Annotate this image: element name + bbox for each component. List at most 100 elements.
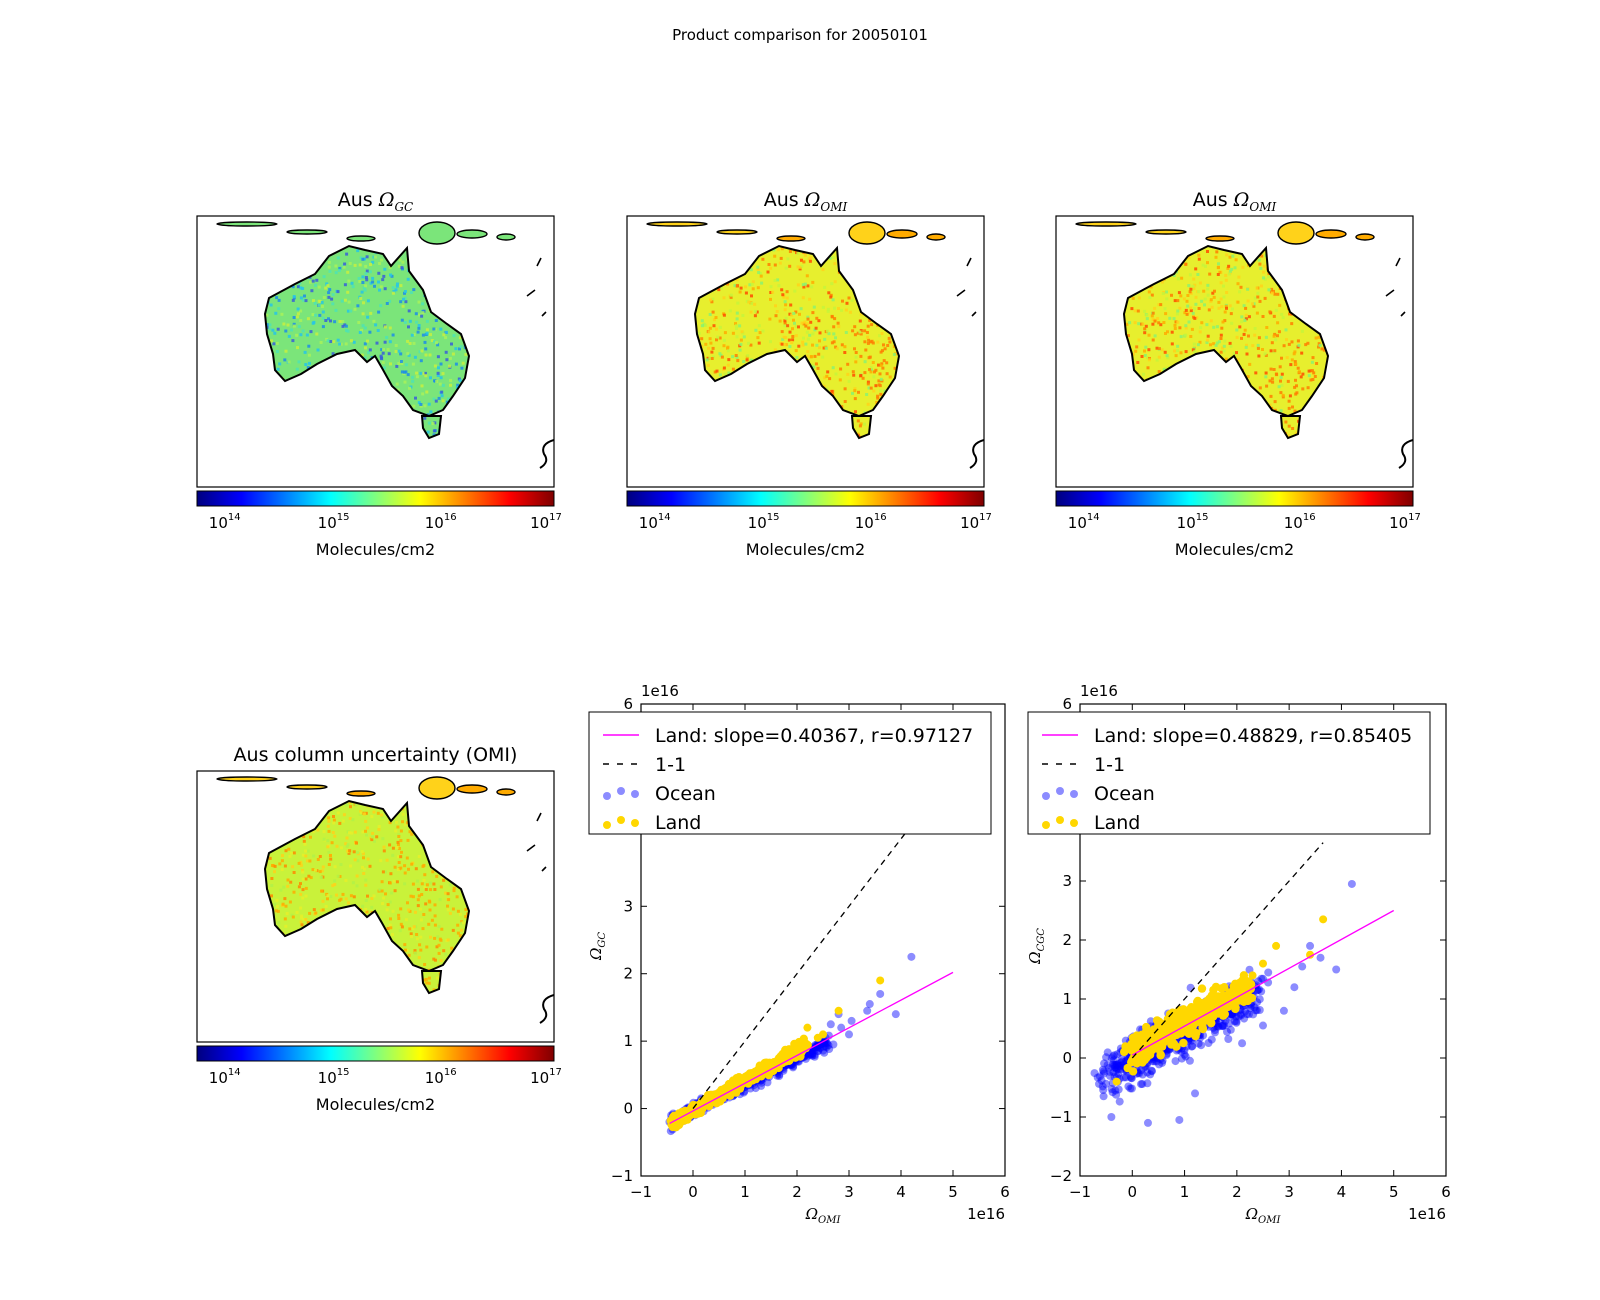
land-speckle (722, 344, 726, 348)
land-speckle (277, 921, 281, 925)
map-title-subscript: GC (394, 200, 413, 214)
land-speckle (433, 936, 437, 940)
land-speckle (1222, 349, 1226, 353)
land-speckle (1206, 338, 1209, 342)
land-speckle (405, 856, 409, 860)
land-speckle (304, 918, 308, 921)
land-speckle (288, 854, 292, 858)
land-speckle (877, 363, 880, 367)
ocean-point (1152, 1057, 1161, 1066)
map-frame (196, 215, 555, 488)
land-speckle (275, 905, 279, 908)
land-speckle (1176, 349, 1179, 352)
land-speckle (425, 319, 429, 323)
land-speckle (358, 331, 362, 334)
land-speckle (1216, 273, 1220, 276)
land-speckle (786, 324, 790, 328)
land-speckle (280, 868, 284, 872)
land-speckle (806, 337, 810, 341)
land-speckle (719, 286, 723, 290)
land-speckle (870, 339, 874, 343)
land-speckle (413, 910, 417, 914)
land-speckle (400, 925, 404, 929)
land-speckle (410, 333, 414, 337)
land-point (803, 1023, 812, 1032)
land-speckle (799, 307, 803, 311)
land-speckle (850, 298, 854, 302)
land-speckle (427, 421, 431, 425)
land-speckle (1164, 312, 1168, 316)
land-speckle (1281, 316, 1285, 320)
land-speckle (1211, 291, 1215, 295)
ocean-point (1219, 1021, 1227, 1030)
land-speckle (273, 331, 277, 335)
land-speckle (1272, 334, 1276, 338)
y-offset-label: 1e16 (641, 682, 679, 700)
land-speckle (292, 871, 296, 874)
colorbar-tick-base: 10 (530, 1069, 549, 1087)
land-speckle (358, 279, 362, 283)
land-speckle (1229, 344, 1233, 348)
land-speckle (346, 849, 350, 853)
land-speckle (734, 324, 738, 328)
land-speckle (319, 908, 323, 912)
land-speckle (821, 305, 825, 309)
land-speckle (811, 280, 815, 284)
land-speckle (1203, 303, 1206, 307)
land-speckle (802, 285, 806, 289)
land-speckle (806, 322, 810, 326)
land-speckle (297, 861, 301, 865)
land-speckle (727, 371, 731, 375)
land-speckle (448, 911, 452, 915)
y-axis-label: ΩGC (587, 932, 608, 961)
land-speckle (1280, 372, 1284, 376)
ocean-point (1150, 1057, 1159, 1066)
land-speckle (375, 835, 379, 839)
land-speckle (422, 878, 426, 882)
land-speckle (718, 373, 722, 377)
land-speckle (292, 322, 296, 326)
land-speckle (391, 853, 395, 857)
land-speckle (800, 264, 804, 268)
colorbar-tick-label: 1015 (318, 1067, 350, 1087)
land-speckle (309, 280, 312, 284)
land-speckle (428, 353, 432, 357)
land-speckle (1219, 337, 1223, 340)
land-speckle (1206, 334, 1210, 338)
land-speckle (346, 309, 350, 313)
land-speckle (1235, 328, 1239, 332)
land-speckle (828, 256, 832, 260)
land-speckle (327, 829, 331, 833)
land-speckle (853, 389, 857, 393)
land-speckle (1209, 343, 1212, 347)
land-speckle (295, 911, 299, 914)
land-speckle (812, 365, 816, 369)
land-speckle (436, 371, 440, 375)
land-speckle (801, 340, 805, 344)
land-speckle (1277, 330, 1281, 334)
land-speckle (1157, 303, 1161, 307)
ocean-point (757, 1081, 766, 1090)
land-speckle (311, 868, 315, 872)
land-speckle (846, 362, 850, 366)
land-speckle (1200, 321, 1204, 325)
land-speckle (870, 368, 873, 372)
land-speckle (437, 943, 441, 947)
land-speckle (803, 320, 807, 324)
land-speckle (1175, 312, 1179, 316)
land-speckle (809, 256, 813, 260)
land-speckle (464, 353, 468, 357)
land-speckle (1180, 276, 1184, 280)
land-speckle (871, 361, 875, 364)
land-speckle (280, 312, 284, 316)
land-speckle (388, 266, 392, 270)
land-speckle (297, 360, 301, 364)
land-speckle (304, 363, 308, 366)
land-speckle (282, 885, 286, 889)
land-speckle (731, 331, 735, 335)
land-speckle (1199, 326, 1203, 330)
ocean-point (814, 1046, 823, 1055)
land-speckle (289, 851, 293, 855)
ocean-point (1188, 1042, 1197, 1051)
ocean-point (1115, 1062, 1124, 1070)
